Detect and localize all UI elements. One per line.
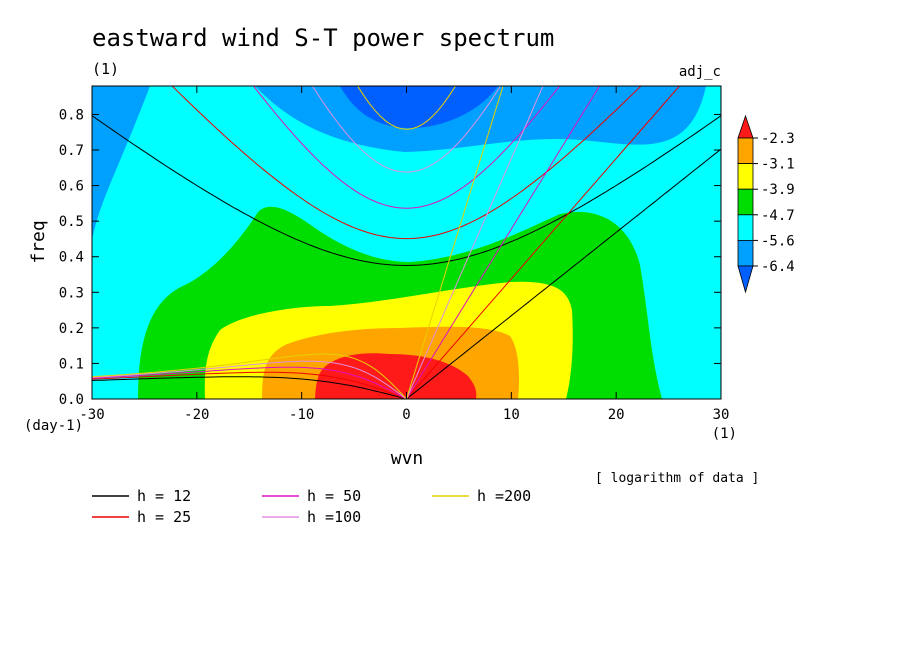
legend-label: h =100 bbox=[307, 508, 361, 526]
title-units: (1) bbox=[92, 60, 119, 78]
kelvin-curve bbox=[406, 148, 721, 399]
y-tick-label: 0.8 bbox=[59, 107, 84, 123]
x-tick-label: 10 bbox=[503, 407, 520, 423]
colorbar-bottom-arrow bbox=[737, 265, 754, 294]
gravity-curve bbox=[171, 86, 642, 240]
y-tick-label: 0.3 bbox=[59, 285, 84, 301]
x-axis: -30 -20 -10 0 10 20 30 bbox=[79, 86, 729, 423]
gravity-curve bbox=[252, 86, 561, 209]
gravity-curve bbox=[311, 86, 502, 173]
colorbar-label: -3.9 bbox=[761, 182, 795, 198]
plot-area bbox=[92, 86, 721, 399]
colorbar-label: -5.6 bbox=[761, 233, 795, 249]
x-tick-label: -30 bbox=[79, 407, 104, 423]
x-tick-label: -10 bbox=[289, 407, 314, 423]
y-tick-label: 0.1 bbox=[59, 356, 84, 372]
colorbar-label: -3.1 bbox=[761, 157, 795, 173]
rossby-curve bbox=[92, 376, 407, 399]
colorbar-label: -2.3 bbox=[761, 131, 795, 147]
kelvin-curve bbox=[406, 86, 601, 399]
gravity-curve bbox=[357, 86, 456, 130]
x-tick-label: 20 bbox=[608, 407, 625, 423]
kelvin-curve bbox=[406, 86, 681, 399]
x-axis-label: wvn bbox=[391, 448, 424, 469]
colorbar-segment bbox=[737, 163, 754, 190]
x-axis-units: (1) bbox=[712, 426, 737, 442]
rossby-curve bbox=[92, 371, 407, 399]
y-tick-label: 0.0 bbox=[59, 392, 84, 408]
legend: h = 12 h = 25 h = 50 h =100 h =200 bbox=[92, 487, 531, 526]
colorbar-segment bbox=[737, 188, 754, 216]
y-tick-label: 0.5 bbox=[59, 214, 84, 230]
kelvin-curve bbox=[406, 86, 544, 399]
y-tick-label: 0.4 bbox=[59, 250, 84, 266]
y-tick-label: 0.7 bbox=[59, 143, 84, 159]
y-tick-label: 0.2 bbox=[59, 321, 84, 337]
y-axis-label: freq bbox=[28, 220, 49, 263]
gravity-curve bbox=[92, 115, 721, 267]
legend-label: h = 12 bbox=[137, 487, 191, 505]
dispersion-curves bbox=[92, 86, 721, 399]
colorbar-segment bbox=[737, 239, 754, 267]
y-tick-label: 0.6 bbox=[59, 179, 84, 195]
colorbar-segment bbox=[737, 214, 754, 241]
colorbar: -2.3 -3.1 -3.9 -4.7 -5.6 -6.4 bbox=[737, 114, 795, 294]
colorbar-segment bbox=[737, 137, 754, 165]
rossby-curve bbox=[92, 360, 407, 399]
data-note: [ logarithm of data ] bbox=[595, 471, 759, 486]
legend-label: h = 50 bbox=[307, 487, 361, 505]
subtitle-right: adj_c bbox=[679, 64, 721, 80]
kelvin-curve bbox=[406, 86, 504, 399]
legend-label: h = 25 bbox=[137, 508, 191, 526]
chart-title: eastward wind S-T power spectrum bbox=[92, 24, 554, 52]
colorbar-top-arrow bbox=[737, 114, 754, 139]
rossby-curve bbox=[92, 366, 407, 399]
y-axis-units: (day-1) bbox=[24, 418, 83, 434]
y-axis: 0.0 0.1 0.2 0.3 0.4 0.5 0.6 0.7 0.8 bbox=[59, 107, 721, 408]
x-tick-label: 30 bbox=[713, 407, 730, 423]
x-tick-label: 0 bbox=[402, 407, 410, 423]
legend-label: h =200 bbox=[477, 487, 531, 505]
x-tick-label: -20 bbox=[184, 407, 209, 423]
rossby-curve bbox=[92, 353, 407, 399]
colorbar-label: -6.4 bbox=[761, 259, 795, 275]
colorbar-label: -4.7 bbox=[761, 208, 795, 224]
